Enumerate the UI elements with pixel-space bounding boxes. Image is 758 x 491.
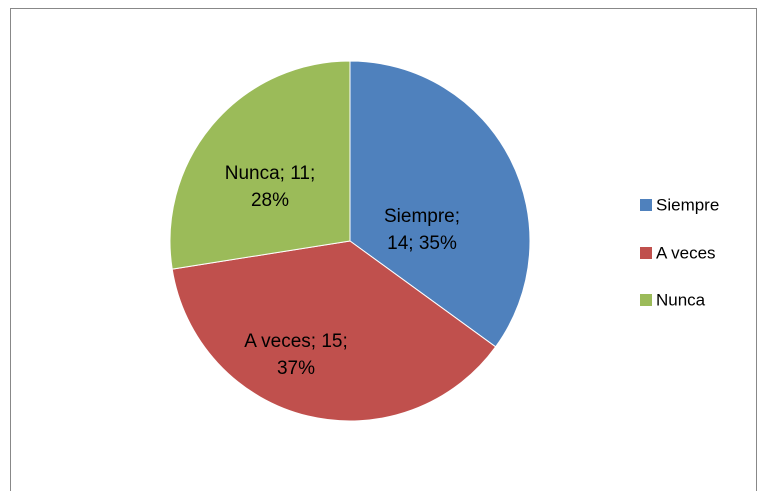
data-label: Siempre; 14; 35% (383, 206, 461, 254)
data-label: Nunca; 11; 28% (224, 163, 316, 211)
pie-slice (169, 60, 351, 270)
legend-label: A veces (656, 243, 716, 262)
pie-slice (171, 240, 497, 422)
legend-label: Siempre (656, 195, 719, 214)
legend-label: Nunca (656, 290, 706, 309)
legend-swatch (640, 294, 652, 306)
data-label: A veces; 15; 37% (244, 331, 348, 379)
legend-swatch (640, 199, 652, 211)
pie-slice (349, 60, 531, 348)
legend-swatch (640, 247, 652, 259)
